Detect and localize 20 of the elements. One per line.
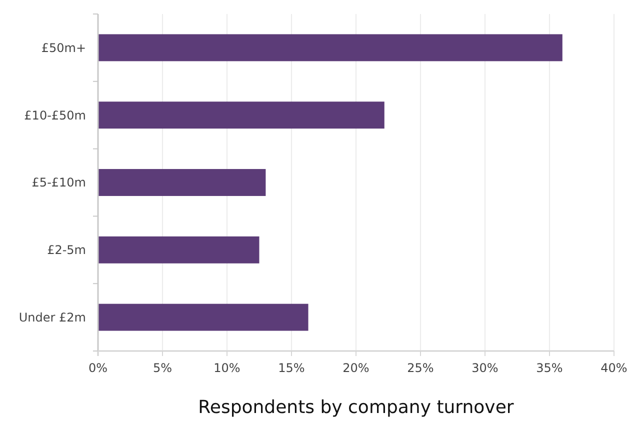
x-tick-label: 5% [152,361,172,375]
x-tick-label: 10% [214,361,240,375]
x-tick-label: 0% [88,361,108,375]
bar [98,102,384,129]
bar [98,304,308,331]
y-tick-label: £5-£10m [32,176,86,190]
text: Respondents by company turnover [198,397,514,418]
x-tick-label: 30% [472,361,498,375]
bar [98,34,562,62]
x-tick-label: 40% [600,361,628,375]
y-tick-label: £50m+ [41,40,86,55]
x-tick-label: 15% [278,361,305,375]
y-tick-label: Under £2m [18,310,86,324]
bar [98,236,260,264]
y-tick-label: £10-£50m [24,108,86,122]
x-tick-label: 25% [407,361,434,375]
y-tick-label: £2-5m [47,243,86,258]
x-tick-label: 35% [536,361,563,375]
x-tick-label: 20% [342,361,370,375]
bar [98,169,266,196]
